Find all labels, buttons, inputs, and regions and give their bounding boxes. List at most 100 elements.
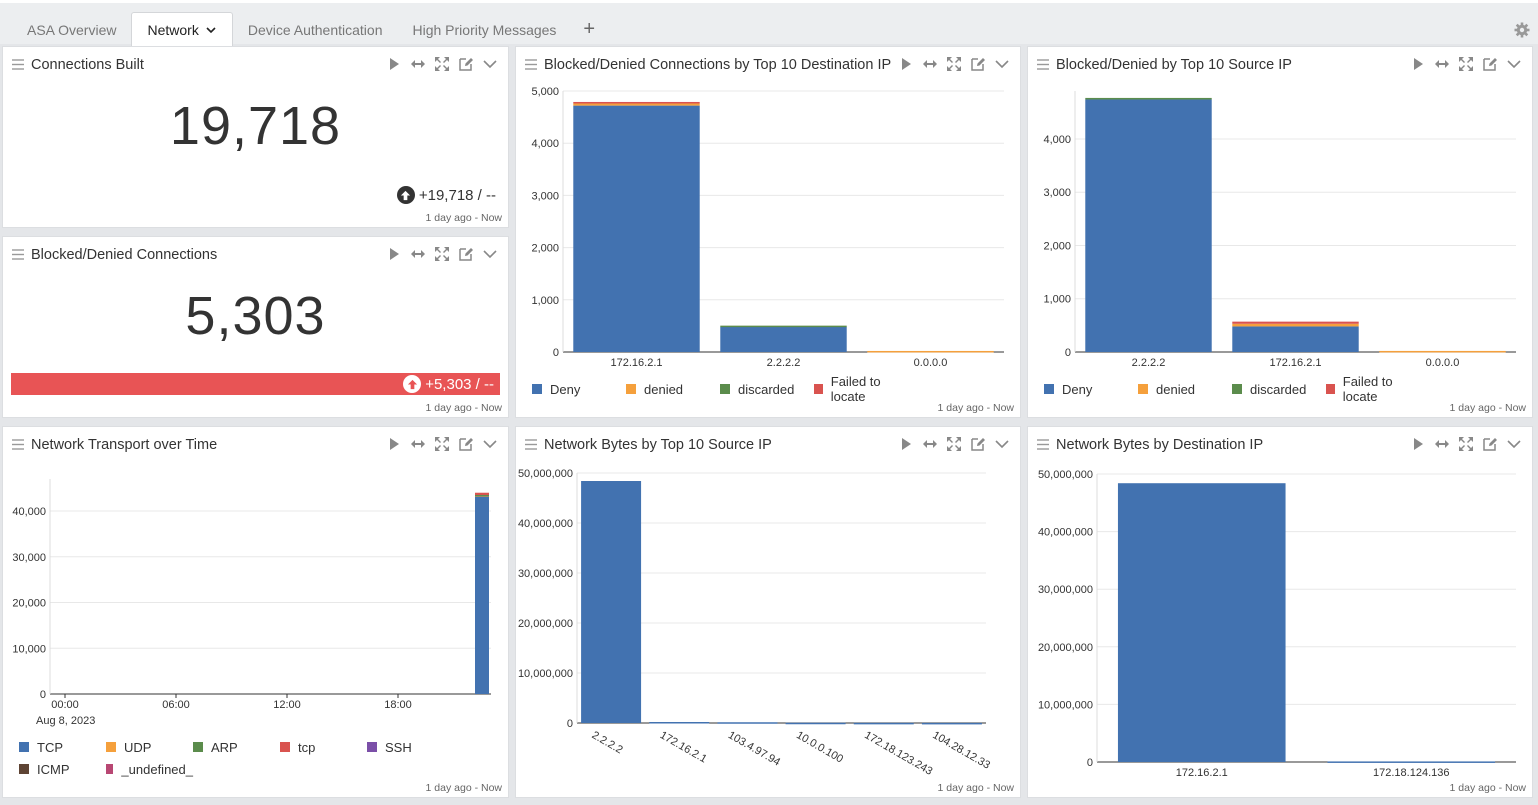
gear-icon[interactable] [1514, 22, 1530, 38]
tab-device-authentication[interactable]: Device Authentication [233, 12, 398, 47]
resize-horizontal-icon[interactable] [410, 56, 426, 72]
edit-icon[interactable] [458, 436, 474, 452]
tab-label: Device Authentication [247, 21, 383, 38]
chevron-down-icon[interactable] [994, 436, 1010, 452]
bar-discarded [1085, 97, 1212, 100]
tab-network[interactable]: Network [131, 12, 233, 47]
legend-item[interactable]: discarded [1232, 378, 1326, 400]
add-tab-button[interactable]: + [583, 18, 596, 40]
resize-horizontal-icon[interactable] [1434, 56, 1450, 72]
bar-arp [475, 495, 489, 497]
menu-icon[interactable] [525, 59, 537, 70]
legend-item[interactable]: discarded [720, 378, 814, 400]
y-tick-label: 1,000 [1043, 294, 1071, 306]
bar-denied [1232, 323, 1359, 327]
panel-blocked-connections: Blocked/Denied Connections 5,303 +5,303 … [2, 236, 509, 418]
edit-icon[interactable] [458, 56, 474, 72]
tab-high-priority-messages[interactable]: High Priority Messages [397, 12, 571, 47]
chevron-down-icon[interactable] [994, 56, 1010, 72]
y-tick-label: 3,000 [531, 190, 559, 202]
menu-icon[interactable] [12, 439, 24, 450]
resize-horizontal-icon[interactable] [1434, 436, 1450, 452]
legend-label: Failed to locate [830, 374, 881, 404]
panel-blocked-by-source-ip: Blocked/Denied by Top 10 Source IP 0 1,00… [1027, 46, 1533, 418]
menu-icon[interactable] [525, 439, 537, 450]
legend-swatch [1326, 384, 1335, 394]
chart-legend: TCP UDP ARP tcp SSH ICMP _undefined_ [19, 736, 499, 780]
legend-item[interactable]: _undefined_ [106, 758, 193, 780]
legend-swatch [19, 742, 29, 752]
play-icon[interactable] [386, 246, 402, 262]
legend-item[interactable]: ARP [193, 736, 280, 758]
y-tick-label: 2,000 [531, 243, 559, 255]
bar-denied [1379, 350, 1506, 353]
expand-icon[interactable] [1458, 56, 1474, 72]
expand-icon[interactable] [434, 436, 450, 452]
legend-item[interactable]: denied [1138, 378, 1232, 400]
resize-horizontal-icon[interactable] [410, 436, 426, 452]
chart-dest-ip: 0 1,000 2,000 3,000 4,000 5,000 172.16.2.1 2.2.… [531, 86, 1004, 369]
legend-item[interactable]: TCP [19, 736, 106, 758]
arrow-up-icon [403, 375, 422, 393]
play-icon[interactable] [898, 56, 914, 72]
tab-bar: ASA Overview Network Device Authenticati… [0, 0, 1538, 47]
time-range: 1 day ago - Now [425, 212, 502, 224]
legend-item[interactable]: Deny [1044, 378, 1138, 400]
chevron-down-icon[interactable] [1506, 56, 1522, 72]
legend-item[interactable]: Deny [532, 378, 626, 400]
edit-icon[interactable] [458, 246, 474, 262]
bar-value [581, 481, 642, 723]
expand-icon[interactable] [946, 56, 962, 72]
edit-icon[interactable] [1482, 56, 1498, 72]
expand-icon[interactable] [946, 436, 962, 452]
x-tick-label: 0.0.0.0 [914, 357, 948, 369]
play-icon[interactable] [386, 436, 402, 452]
chevron-down-icon[interactable] [482, 436, 498, 452]
y-tick-label: 50,000,000 [1038, 469, 1093, 481]
expand-icon[interactable] [434, 56, 450, 72]
resize-horizontal-icon[interactable] [922, 56, 938, 72]
time-range: 1 day ago - Now [1449, 402, 1526, 414]
legend-item[interactable]: tcp [280, 736, 367, 758]
play-icon[interactable] [1410, 436, 1426, 452]
dashboard-tabs: ASA Overview Network Device Authenticati… [12, 12, 607, 47]
edit-icon[interactable] [970, 56, 986, 72]
expand-icon[interactable] [434, 246, 450, 262]
chevron-down-icon[interactable] [205, 24, 217, 36]
metric-value: 5,303 [185, 286, 326, 346]
edit-icon[interactable] [1482, 436, 1498, 452]
play-icon[interactable] [898, 436, 914, 452]
panel-bytes-by-destination-ip: Network Bytes by Destination IP 0 10,000,… [1027, 426, 1533, 798]
legend-swatch [280, 742, 290, 752]
chevron-down-icon[interactable] [482, 56, 498, 72]
chevron-down-icon[interactable] [482, 246, 498, 262]
y-tick-label: 10,000,000 [518, 668, 573, 680]
legend-item[interactable]: ICMP [19, 758, 106, 780]
play-icon[interactable] [1410, 56, 1426, 72]
edit-icon[interactable] [970, 436, 986, 452]
resize-horizontal-icon[interactable] [922, 436, 938, 452]
bar-discarded [720, 325, 847, 328]
menu-icon[interactable] [12, 59, 24, 70]
menu-icon[interactable] [1037, 59, 1049, 70]
bar-tcp [475, 496, 489, 694]
menu-icon[interactable] [12, 249, 24, 260]
legend-item[interactable]: Failed to locate [1326, 374, 1420, 404]
menu-icon[interactable] [1037, 439, 1049, 450]
legend-item[interactable]: Failed to locate [814, 374, 908, 404]
x-tick-label: 12:00 [273, 699, 301, 711]
panel-title: Network Bytes by Destination IP [1056, 437, 1264, 453]
time-range: 1 day ago - Now [425, 402, 502, 414]
expand-icon[interactable] [1458, 436, 1474, 452]
legend-item[interactable]: denied [626, 378, 720, 400]
y-tick-label: 40,000 [12, 506, 46, 518]
play-icon[interactable] [386, 56, 402, 72]
legend-item[interactable]: SSH [367, 736, 454, 758]
legend-swatch [532, 384, 542, 394]
tab-asa-overview[interactable]: ASA Overview [12, 12, 131, 47]
chevron-down-icon[interactable] [1506, 436, 1522, 452]
panel-toolbar [898, 436, 1010, 452]
resize-horizontal-icon[interactable] [410, 246, 426, 262]
legend-item[interactable]: UDP [106, 736, 193, 758]
legend-swatch [720, 384, 730, 394]
